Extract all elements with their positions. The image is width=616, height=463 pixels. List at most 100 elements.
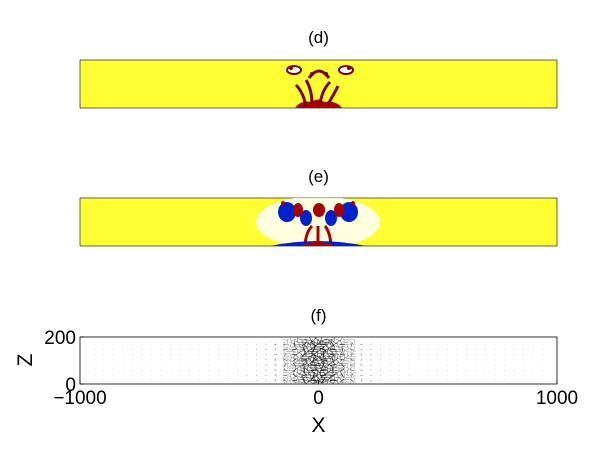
vector-mark xyxy=(338,381,344,383)
vector-mark xyxy=(349,345,353,349)
vector-mark xyxy=(289,342,292,347)
vector-mark xyxy=(246,369,248,371)
plume-d-bottom-red xyxy=(295,99,342,108)
vector-mark xyxy=(286,359,289,363)
vector-mark xyxy=(360,374,363,377)
plume-e-red-2 xyxy=(313,203,325,217)
vector-mark xyxy=(283,380,285,384)
vector-mark xyxy=(305,367,311,373)
vector-mark xyxy=(379,343,382,345)
vector-mark xyxy=(342,347,346,352)
y-axis-label: Z xyxy=(14,353,37,366)
vector-mark xyxy=(305,360,310,367)
vector-mark xyxy=(314,337,321,343)
vector-mark xyxy=(346,363,349,368)
vector-mark xyxy=(342,375,347,379)
vector-mark xyxy=(345,380,350,384)
vector-mark xyxy=(335,379,340,384)
vector-mark xyxy=(352,369,356,372)
vector-mark xyxy=(285,369,290,372)
vector-mark xyxy=(314,367,322,369)
vector-mark xyxy=(353,366,356,370)
vector-mark xyxy=(345,350,350,353)
plume-e-red-3 xyxy=(334,203,344,217)
vector-mark xyxy=(298,357,304,360)
vector-mark xyxy=(350,373,353,378)
vector-mark xyxy=(286,357,289,361)
vector-mark xyxy=(343,366,346,370)
vector-mark xyxy=(301,341,308,343)
vector-mark xyxy=(298,363,304,368)
vector-mark xyxy=(289,373,292,377)
vector-mark xyxy=(286,338,289,342)
vector-mark xyxy=(370,343,372,345)
vector-mark xyxy=(302,379,306,384)
vector-mark xyxy=(350,358,354,361)
vector-mark xyxy=(320,380,328,384)
vector-mark xyxy=(335,338,340,342)
vector-mark xyxy=(302,377,306,384)
vector-mark xyxy=(302,367,306,374)
vector-mark xyxy=(352,350,356,353)
vector-mark xyxy=(288,367,293,369)
vector-mark xyxy=(283,358,287,362)
plume-d-dot-3 xyxy=(310,72,314,76)
vector-mark xyxy=(342,345,347,348)
vector-mark xyxy=(298,376,304,379)
vector-mark xyxy=(345,373,350,377)
vector-mark xyxy=(331,372,338,374)
vector-mark xyxy=(349,352,353,356)
vector-mark xyxy=(320,362,328,365)
vector-mark xyxy=(306,364,309,372)
plume-d-arc xyxy=(307,69,331,79)
vector-mark xyxy=(307,361,315,365)
vector-mark xyxy=(346,347,349,351)
vector-mark xyxy=(342,353,347,355)
vector-mark xyxy=(304,364,311,367)
vector-mark xyxy=(331,366,337,370)
vector-mark xyxy=(293,351,296,356)
vector-mark xyxy=(304,338,311,341)
vector-mark xyxy=(289,356,293,361)
vector-mark xyxy=(350,348,354,351)
vector-mark xyxy=(338,348,344,350)
vector-mark xyxy=(295,359,300,363)
vector-mark xyxy=(319,337,323,344)
vector-mark xyxy=(340,362,345,368)
panel-d-title: (d) xyxy=(308,28,329,47)
vector-mark xyxy=(320,357,328,360)
vector-mark xyxy=(320,343,328,346)
vector-mark xyxy=(370,364,372,366)
vector-mark xyxy=(246,364,248,366)
vector-mark xyxy=(301,374,308,377)
vector-mark xyxy=(283,379,287,382)
vector-mark xyxy=(335,345,341,349)
vector-mark xyxy=(353,376,356,379)
vector-mark xyxy=(322,364,327,372)
vector-mark xyxy=(345,343,350,346)
vector-mark xyxy=(352,357,356,360)
vector-mark xyxy=(326,378,329,384)
vector-mark xyxy=(340,368,345,373)
vector-mark xyxy=(292,350,297,353)
vector-mark xyxy=(289,354,293,358)
vector-mark xyxy=(298,362,304,365)
vector-mark xyxy=(237,349,238,350)
vector-mark xyxy=(335,340,340,345)
vector-mark xyxy=(321,372,327,378)
vector-mark xyxy=(282,353,286,355)
vector-mark xyxy=(335,350,341,353)
vector-mark xyxy=(339,337,343,342)
vector-mark xyxy=(343,354,346,359)
vector-mark xyxy=(290,361,292,366)
vector-mark xyxy=(342,356,346,361)
vector-mark xyxy=(295,373,300,377)
vector-mark xyxy=(296,356,299,361)
vector-mark xyxy=(349,348,353,351)
vector-mark xyxy=(289,360,293,362)
vector-mark xyxy=(360,363,363,367)
vector-mark xyxy=(331,354,337,359)
vector-mark xyxy=(328,356,334,361)
vector-mark xyxy=(318,374,324,381)
vector-mark xyxy=(296,349,299,354)
